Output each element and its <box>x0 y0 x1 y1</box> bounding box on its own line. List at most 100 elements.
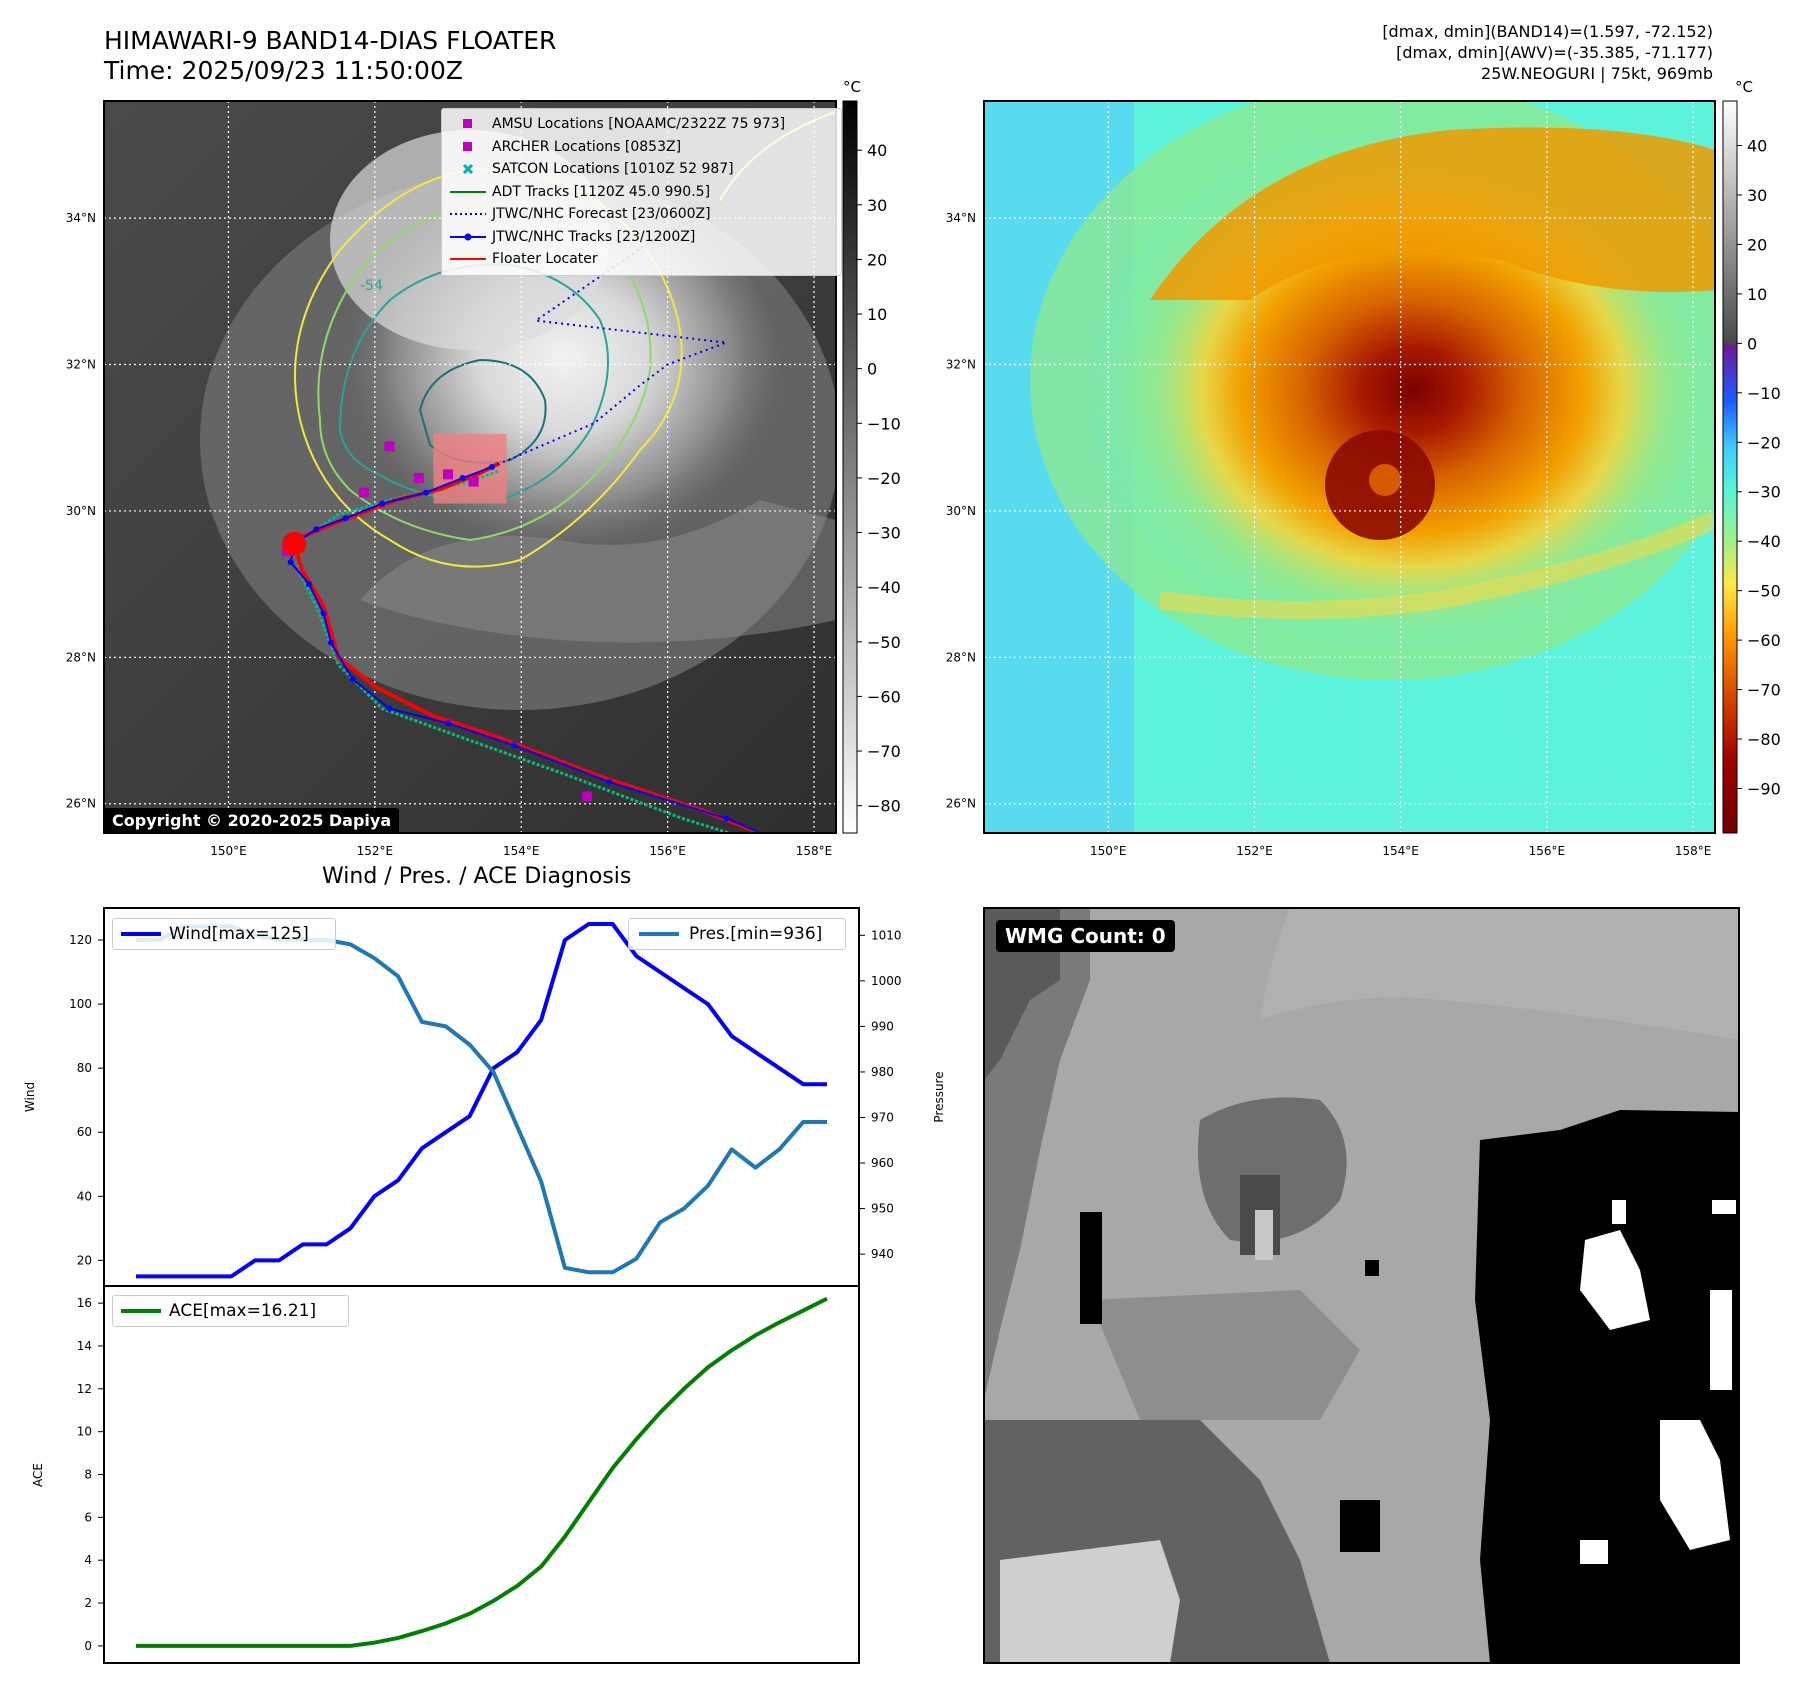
jtwc-track-point <box>342 515 349 522</box>
amsu-location-marker <box>384 441 395 452</box>
legend-item-jtwc-forecast: JTWC/NHC Forecast [23/0600Z] <box>448 203 835 226</box>
jtwc-track-point <box>459 474 466 481</box>
y2-tick-label: 1010 <box>871 928 902 942</box>
lat-tick-label: 26°N <box>66 797 96 811</box>
y-tick-label: 40 <box>77 1189 92 1203</box>
colorbar-tick-label: −60 <box>1747 631 1781 650</box>
floater-locator-marker <box>282 531 307 556</box>
ace-axis: 0 2 4 6 8 10 12 14 16 <box>77 1296 104 1653</box>
colorbar-tick-label: −10 <box>867 414 901 433</box>
colorbar-tick-label: −60 <box>867 687 901 706</box>
gray-colorbar: °C 40 30 20 10 0 −10 −20 −30 −40 −50 −60 −70 −80 <box>842 78 901 834</box>
jtwc-track-point <box>386 705 393 712</box>
wmg-white-patch-2 <box>1660 1420 1730 1550</box>
series-line <box>136 1296 828 1648</box>
wind-axis-label: Wind <box>23 1082 37 1112</box>
y2-tick-label: 940 <box>871 1247 894 1261</box>
lon-tick-label: 156°E <box>1529 844 1566 858</box>
wmg-count-badge: WMG Count: 0 <box>996 920 1175 952</box>
y2-tick-label: 970 <box>871 1110 894 1124</box>
colorbar-tick-label: 40 <box>867 141 887 160</box>
spiral-band <box>1158 511 1715 619</box>
ir-panel-frame <box>103 100 837 834</box>
grid-lines <box>984 101 1715 833</box>
lon-tick-label: 154°E <box>503 844 540 858</box>
colorbar-tick-label: −50 <box>867 633 901 652</box>
diagnosis-title: Wind / Pres. / ACE Diagnosis <box>322 864 632 889</box>
contour-yellow <box>294 168 683 568</box>
eye <box>1369 464 1401 496</box>
colorbar-tick-label: −30 <box>867 524 901 543</box>
jtwc-track-point <box>327 639 334 646</box>
y-tick-label: 20 <box>77 1253 92 1267</box>
ace-axis-label: ACE <box>31 1463 45 1487</box>
legend-item-jtwc-tracks: JTWC/NHC Tracks [23/1200Z] <box>448 226 835 249</box>
colorbar-tick-label: 20 <box>1747 235 1767 254</box>
legend-label: SATCON Locations [1010Z 52 987] <box>492 161 734 178</box>
northern-cold-tops <box>1150 127 1715 300</box>
pressure-legend: Pres.[min=936] <box>628 918 846 950</box>
y-tick-label: 2 <box>84 1596 92 1610</box>
lat-tick-label: 30°N <box>946 504 976 518</box>
y-tick-label: 100 <box>69 997 92 1011</box>
colorbar-tick-label: −90 <box>1747 779 1781 798</box>
wind-series <box>135 922 828 1279</box>
x-marker-icon <box>448 163 488 175</box>
colorbar-tick-label: −30 <box>1747 483 1781 502</box>
series-line <box>136 922 827 1279</box>
color-colorbar: °C 40 30 20 10 0 −10 −20 −30 −40 −50 −60 −70 −80 −90 <box>1722 78 1781 834</box>
y2-tick-label: 980 <box>871 1065 894 1079</box>
lat-tick-label: 32°N <box>66 358 96 372</box>
legend-label: ARCHER Locations [0853Z] <box>492 138 682 155</box>
amsu-location-marker <box>413 472 424 483</box>
ir-color-panel: 26°N 28°N 30°N 32°N 34°N 150°E 152°E 154°E 156°… <box>946 100 1716 858</box>
y-tick-label: 16 <box>77 1296 92 1310</box>
lon-tick-label: 150°E <box>1090 844 1127 858</box>
gray-colorbar-bar <box>842 100 858 834</box>
lon-tick-label: 154°E <box>1382 844 1419 858</box>
y-tick-label: 0 <box>84 1639 92 1653</box>
legend-label: JTWC/NHC Tracks [23/1200Z] <box>492 228 696 245</box>
jtwc-track-point <box>287 559 294 566</box>
colorbar-tick-label: −20 <box>1747 433 1781 452</box>
wmg-core-gray <box>1198 1097 1347 1242</box>
ace-series <box>135 1296 828 1648</box>
wmg-black-region-east <box>1475 1110 1739 1663</box>
ace-legend-label: ACE[max=16.21] <box>169 1301 317 1321</box>
line-marker-icon <box>448 189 488 195</box>
square-marker-icon <box>448 119 488 129</box>
wind-axis: 20 40 60 80 100 120 <box>69 933 104 1267</box>
contour-green <box>317 203 652 542</box>
colorbar-tick-label: −40 <box>867 578 901 597</box>
pressure-line-icon <box>639 932 679 936</box>
legend-item-archer: ARCHER Locations [0853Z] <box>448 136 835 159</box>
colorbar-tick-label: 40 <box>1747 137 1767 156</box>
jtwc-track-point <box>379 500 386 507</box>
y2-tick-label: 1000 <box>871 974 902 988</box>
colorbar-tick-label: −70 <box>1747 681 1781 700</box>
colorbar-tick-label: −80 <box>867 797 901 816</box>
colorbar-tick-label: 30 <box>867 196 887 215</box>
amsu-location-marker <box>358 487 369 498</box>
wmg-white-patch-4 <box>1612 1200 1626 1224</box>
lat-tick-label: 34°N <box>66 211 96 225</box>
color-colorbar-unit: °C <box>1735 78 1753 96</box>
lat-tick-label: 28°N <box>66 650 96 664</box>
pressure-legend-label: Pres.[min=936] <box>689 924 823 944</box>
copyright-notice: Copyright © 2020-2025 Dapiya <box>104 808 400 834</box>
pressure-axis-label: Pressure <box>932 1071 946 1122</box>
wind-line-icon <box>121 932 161 936</box>
jtwc-track-point <box>320 610 327 617</box>
jtwc-track <box>289 466 764 833</box>
lon-tick-label: 152°E <box>357 844 394 858</box>
ace-legend: ACE[max=16.21] <box>112 1295 349 1327</box>
wmg-black-block <box>1340 1500 1380 1552</box>
color-panel-frame <box>983 100 1716 834</box>
legend-item-floater: Floater Locater <box>448 248 835 271</box>
wmg-black-dot <box>1365 1260 1379 1276</box>
wind-pressure-frame <box>103 907 860 1287</box>
colorbar-tick-label: 10 <box>1747 285 1767 304</box>
colorbar-tick-label: 0 <box>867 360 877 379</box>
jtwc-track-point <box>723 815 730 822</box>
gray-colorbar-unit: °C <box>843 78 861 96</box>
